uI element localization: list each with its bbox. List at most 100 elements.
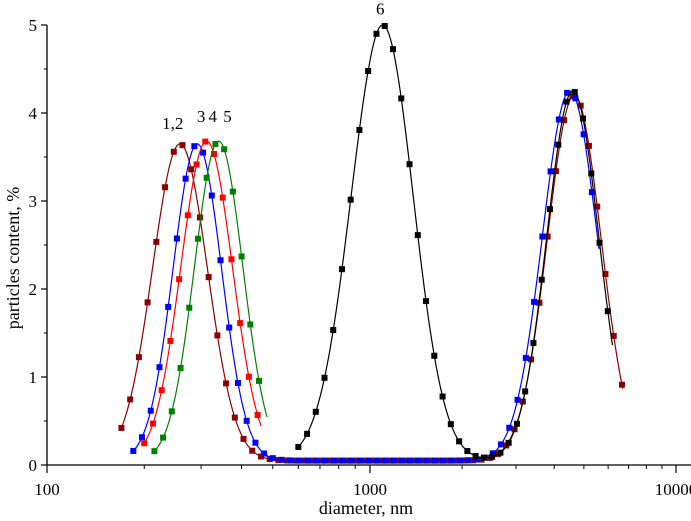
data-point (564, 89, 571, 96)
data-point (228, 256, 235, 263)
data-point (229, 188, 236, 195)
data-point (330, 327, 337, 334)
data-point (205, 274, 212, 281)
data-point (203, 174, 210, 181)
y-tick-label: 5 (29, 16, 38, 35)
data-point (390, 46, 396, 53)
data-point (561, 117, 568, 124)
data-point (234, 379, 241, 386)
data-point (202, 138, 209, 145)
data-point (347, 196, 354, 203)
data-point (531, 298, 538, 305)
peak-label: 3 (197, 107, 206, 126)
data-point (365, 67, 372, 74)
data-point (357, 457, 364, 464)
data-point (423, 457, 430, 464)
data-point (522, 388, 529, 395)
data-point (596, 239, 603, 246)
x-axis-title: diameter, nm (319, 498, 413, 518)
data-point (610, 332, 617, 339)
data-point (431, 457, 438, 464)
series-2 (130, 89, 600, 464)
data-point (464, 457, 471, 464)
data-point (506, 424, 513, 431)
data-point (374, 457, 381, 464)
y-tick-label: 2 (29, 280, 38, 299)
data-point (489, 453, 496, 460)
data-point (406, 161, 413, 168)
data-point (431, 352, 438, 359)
data-point (240, 435, 247, 442)
data-point (221, 146, 228, 153)
data-point (219, 194, 226, 201)
data-point (522, 354, 529, 361)
data-point (322, 457, 329, 464)
data-point (212, 141, 219, 148)
data-point (243, 417, 250, 424)
axes-layer (46, 25, 691, 466)
peak-label: 5 (223, 107, 232, 126)
data-point (208, 192, 215, 199)
data-point (602, 271, 609, 278)
series-layer (118, 22, 625, 464)
peak-label: 4 (209, 107, 218, 126)
series-4 (151, 140, 268, 455)
data-point (252, 439, 259, 446)
data-point (168, 408, 175, 415)
data-point (538, 276, 545, 283)
data-point (539, 233, 546, 240)
data-point (304, 457, 311, 464)
data-point (604, 308, 611, 315)
data-point (473, 456, 480, 463)
data-point (245, 373, 252, 380)
data-point (135, 354, 142, 361)
data-point (472, 452, 479, 459)
data-point (398, 95, 405, 102)
data-point (585, 142, 592, 149)
peak-label: 1,2 (162, 114, 183, 133)
data-point (313, 457, 320, 464)
data-point (373, 30, 380, 37)
data-point (186, 304, 193, 311)
data-point (312, 408, 319, 415)
data-point (572, 95, 579, 102)
data-point (563, 98, 570, 105)
data-point (149, 420, 156, 427)
data-point (151, 448, 158, 455)
data-point (415, 457, 422, 464)
data-point (193, 161, 200, 168)
data-point (158, 387, 165, 394)
data-point (261, 450, 268, 457)
data-point (266, 456, 273, 463)
data-point (249, 447, 256, 454)
data-point (182, 175, 189, 182)
data-point (179, 142, 186, 149)
data-point (191, 143, 198, 150)
data-point (130, 447, 137, 454)
data-point (339, 457, 346, 464)
data-point (188, 166, 195, 173)
data-point (497, 449, 504, 456)
data-point (269, 455, 276, 462)
data-point (546, 206, 553, 213)
peak-label: 6 (376, 0, 385, 18)
y-tick-label: 0 (29, 456, 38, 475)
data-point (170, 148, 177, 155)
data-point (162, 184, 169, 191)
data-point (156, 364, 163, 371)
data-point (254, 412, 261, 419)
data-point (295, 443, 302, 450)
series-line (120, 94, 624, 462)
data-point (214, 332, 221, 339)
data-point (211, 150, 217, 157)
data-point (167, 337, 174, 344)
data-point (555, 116, 562, 123)
data-point (498, 441, 505, 448)
data-point (580, 131, 587, 138)
data-point (381, 22, 388, 29)
data-point (160, 434, 167, 441)
data-point (514, 396, 521, 403)
series-line (132, 90, 600, 462)
data-point (555, 141, 562, 148)
